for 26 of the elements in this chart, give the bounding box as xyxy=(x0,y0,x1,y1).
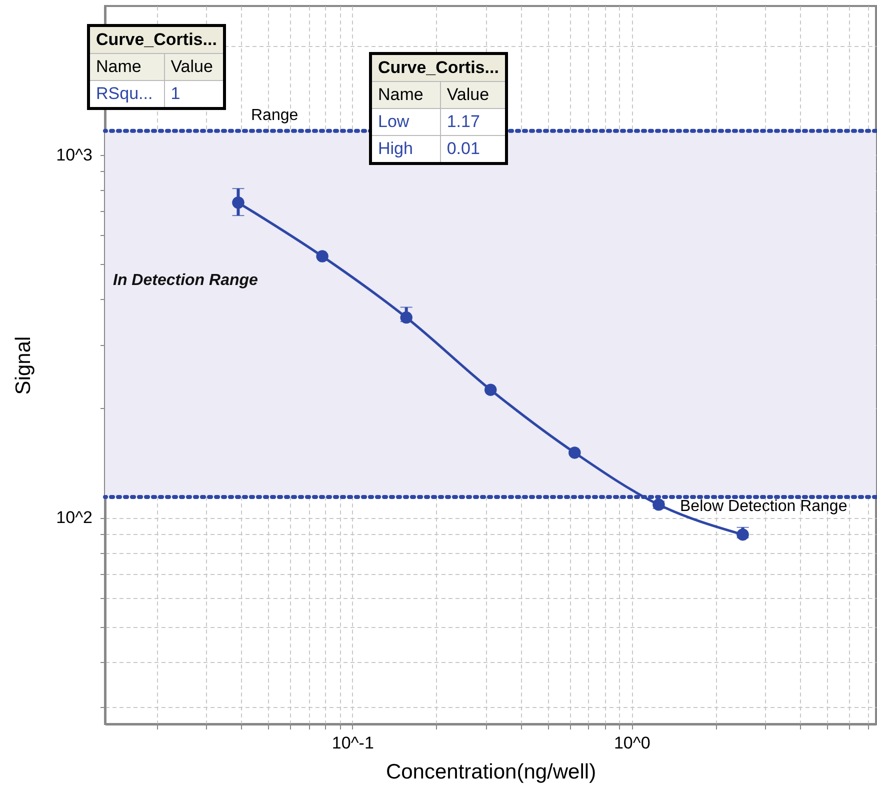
annotation: Value xyxy=(440,82,506,108)
x-axis-title: Concentration(ng/well) xyxy=(386,760,596,784)
y-axis-title: Signal xyxy=(12,336,36,395)
y-tick-label: 10^3 xyxy=(56,145,92,164)
annotation: Curve_Cortis... xyxy=(370,54,506,82)
annotation: 1 xyxy=(164,80,224,108)
x-tick-label: 10^0 xyxy=(614,734,650,752)
ref-line-label: Below Detection Range xyxy=(680,498,848,515)
annotation: Curve_Cortis... xyxy=(88,26,224,54)
y-tick-label: 10^2 xyxy=(56,508,92,528)
annotation: Low xyxy=(370,108,440,136)
ref-line-label: Range xyxy=(251,106,298,124)
point xyxy=(400,311,412,324)
band-label: In Detection Range xyxy=(113,272,258,289)
point xyxy=(568,446,581,459)
annotation: Name xyxy=(370,82,440,108)
annotation: High xyxy=(370,136,440,164)
annotation: RSqu... xyxy=(88,80,164,108)
annotation: Value xyxy=(164,54,224,80)
point xyxy=(484,384,497,396)
annotation: 1.17 xyxy=(440,108,506,136)
point xyxy=(316,250,328,262)
annotation: Name xyxy=(88,54,164,80)
annotation: 0.01 xyxy=(440,136,506,164)
x-tick-label: 10^-1 xyxy=(332,734,374,752)
point xyxy=(232,196,244,209)
